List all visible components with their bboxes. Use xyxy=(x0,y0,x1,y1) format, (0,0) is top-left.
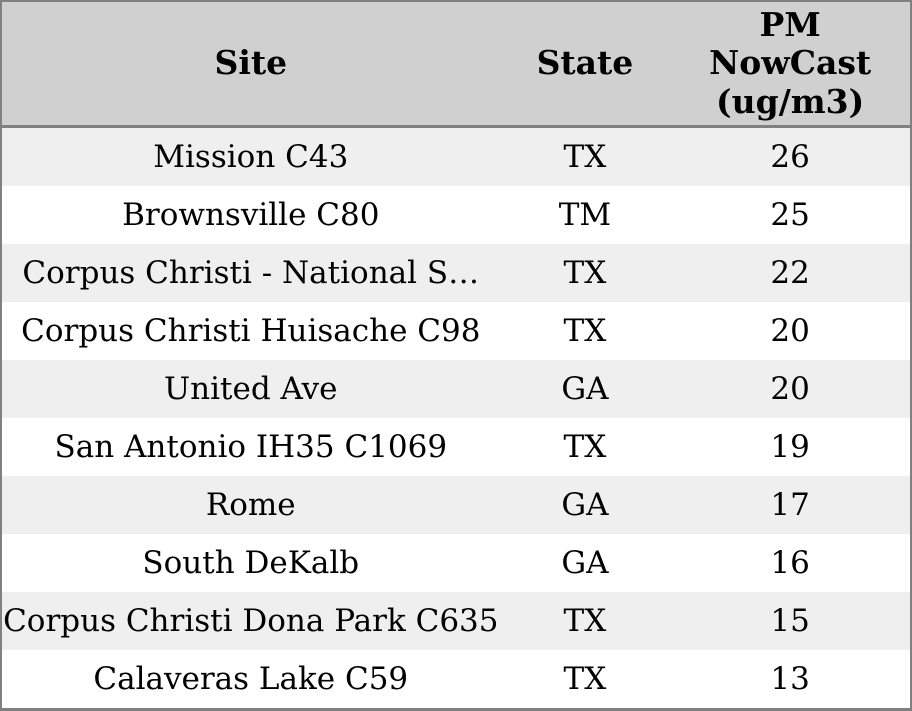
cell-state: TX xyxy=(563,429,607,465)
cell-state: TX xyxy=(563,139,607,175)
cell-state: TM xyxy=(558,197,612,233)
cell-pm: 22 xyxy=(770,255,810,291)
table-row: South DeKalb GA 16 xyxy=(2,534,910,592)
cell-pm: 20 xyxy=(770,313,810,349)
table-body: Mission C43 TX 26 Brownsville C80 TM 25 … xyxy=(2,126,910,708)
header-state: State xyxy=(499,2,671,128)
table-row: Corpus Christi Huisache C98 TX 20 xyxy=(2,302,910,360)
cell-site: Corpus Christi Huisache C98 xyxy=(21,313,481,349)
table-row: Corpus Christi - National S… TX 22 xyxy=(2,244,910,302)
cell-site: Corpus Christi Dona Park C635 xyxy=(3,603,499,639)
header-pm-line-1: PM xyxy=(759,5,821,45)
cell-pm: 19 xyxy=(770,429,810,465)
cell-site: Rome xyxy=(205,487,296,523)
table-header: Site State PM NowCast (ug/m3) xyxy=(2,2,910,128)
cell-pm: 16 xyxy=(770,545,810,581)
table-row: Rome GA 17 xyxy=(2,476,910,534)
header-pm-line-2: NowCast xyxy=(709,43,872,83)
header-row: Site State PM NowCast (ug/m3) xyxy=(2,2,910,128)
cell-state: TX xyxy=(563,255,607,291)
cell-site: Calaveras Lake C59 xyxy=(93,661,409,697)
cell-state: GA xyxy=(561,371,609,407)
cell-site: United Ave xyxy=(164,371,338,407)
cell-site: San Antonio IH35 C1069 xyxy=(54,429,448,465)
cell-site: Corpus Christi - National S… xyxy=(22,255,480,291)
header-pm-nowcast: PM NowCast (ug/m3) xyxy=(670,2,910,128)
cell-pm: 13 xyxy=(770,661,810,697)
table-row: Calaveras Lake C59 TX 13 xyxy=(2,650,910,708)
cell-pm: 25 xyxy=(770,197,810,233)
table-row: United Ave GA 20 xyxy=(2,360,910,418)
header-site: Site xyxy=(2,2,500,128)
cell-pm: 26 xyxy=(770,139,810,175)
cell-state: GA xyxy=(561,545,609,581)
cell-state: TX xyxy=(563,603,607,639)
table-row: Mission C43 TX 26 xyxy=(2,126,910,186)
cell-pm: 15 xyxy=(770,603,810,639)
table-row: San Antonio IH35 C1069 TX 19 xyxy=(2,418,910,476)
cell-site: Brownsville C80 xyxy=(122,197,380,233)
cell-state: TX xyxy=(563,313,607,349)
cell-state: TX xyxy=(563,661,607,697)
cell-pm: 17 xyxy=(770,487,810,523)
cell-site: South DeKalb xyxy=(142,545,360,581)
table-row: Brownsville C80 TM 25 xyxy=(2,186,910,244)
header-pm-line-3: (ug/m3) xyxy=(716,81,865,121)
table-row: Corpus Christi Dona Park C635 TX 15 xyxy=(2,592,910,650)
cell-state: GA xyxy=(561,487,609,523)
cell-pm: 20 xyxy=(770,371,810,407)
cell-site: Mission C43 xyxy=(153,139,349,175)
